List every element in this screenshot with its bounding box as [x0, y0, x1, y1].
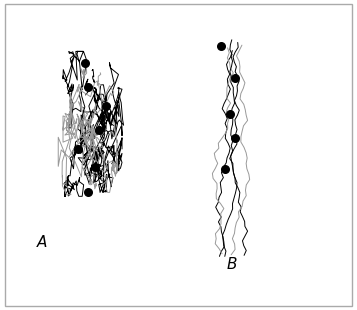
- Point: [103, 103, 109, 108]
- Point: [92, 165, 98, 170]
- Point: [227, 111, 233, 116]
- Point: [232, 76, 238, 81]
- FancyBboxPatch shape: [5, 4, 352, 306]
- Point: [85, 85, 91, 90]
- Point: [75, 146, 80, 151]
- Point: [82, 60, 87, 65]
- Text: B: B: [226, 257, 237, 272]
- Point: [218, 43, 224, 48]
- Point: [232, 135, 238, 140]
- Point: [85, 189, 91, 194]
- Point: [222, 166, 227, 171]
- Point: [96, 128, 102, 133]
- Text: A: A: [37, 235, 47, 250]
